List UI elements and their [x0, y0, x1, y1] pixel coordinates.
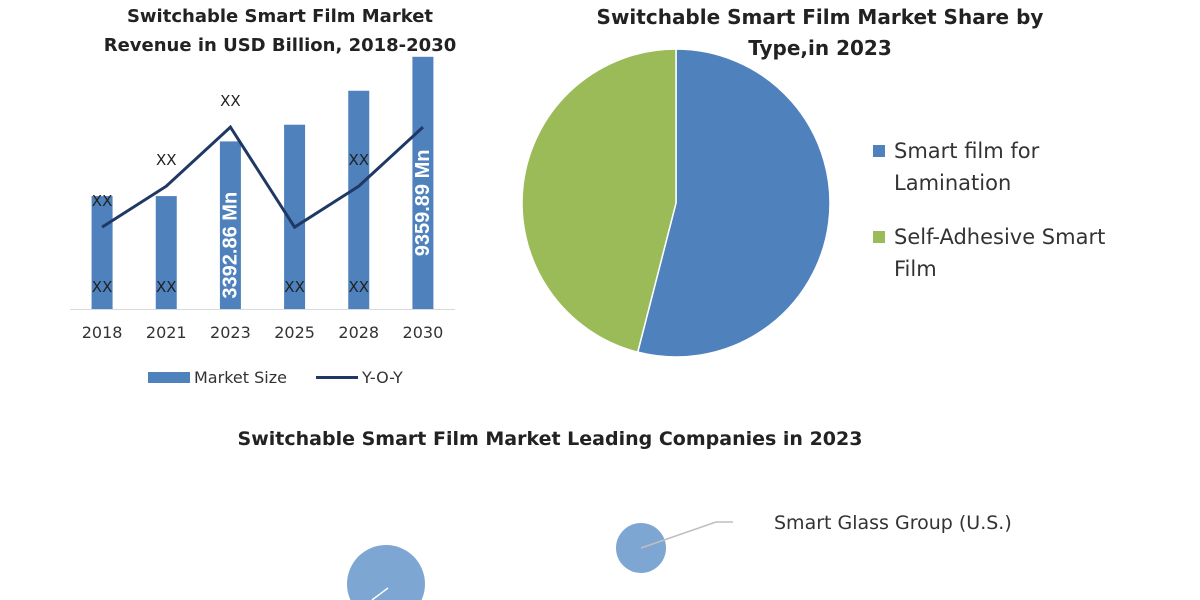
bar-legend-item-market-size: Market Size	[148, 368, 287, 387]
pie-legend-swatch	[873, 231, 885, 243]
x-tick-label: 2025	[274, 323, 315, 342]
x-tick-label: 2030	[403, 323, 444, 342]
bar	[412, 56, 434, 309]
line-legend-swatch	[316, 376, 358, 379]
line-data-label: XX	[156, 151, 177, 169]
company-label: Smart Glass Group (U.S.)	[774, 512, 1012, 534]
pie-slice	[521, 48, 677, 354]
x-tick-label: 2018	[82, 323, 123, 342]
bar-data-label: XX	[156, 278, 177, 296]
bubble-leader-line	[371, 587, 389, 600]
bar	[219, 141, 241, 309]
right-chart-title: Switchable Smart Film Market Share by Ty…	[596, 5, 1044, 60]
bar	[284, 124, 306, 309]
pie-legend-label: Smart film for Lamination	[894, 139, 1040, 195]
company-bubble	[347, 545, 425, 600]
bar-legend-item-yoy: Y-O-Y	[316, 368, 403, 387]
pie-slice	[636, 48, 831, 358]
x-tick-label: 2023	[210, 323, 251, 342]
line-data-label: XX	[220, 92, 241, 110]
bar	[348, 90, 370, 309]
x-tick-label: 2028	[338, 323, 379, 342]
bar-legend-swatch	[148, 372, 190, 383]
pie-legend-label: Self-Adhesive Smart Film	[894, 225, 1106, 281]
bar-data-label: XX	[284, 278, 305, 296]
bar-legend-label: Market Size	[194, 368, 287, 387]
bar	[155, 196, 177, 309]
bar-data-label: 9359.89 Mn	[412, 150, 434, 257]
line-legend-label: Y-O-Y	[362, 368, 403, 387]
pie-legend-item-self-adhesive: Self-Adhesive Smart Film	[873, 221, 1124, 285]
pie-legend-item-lamination: Smart film for Lamination	[873, 135, 1104, 199]
bubble-leader-line	[640, 521, 717, 549]
line-data-label: XX	[348, 151, 369, 169]
yoy-line	[101, 124, 424, 230]
x-tick-label: 2021	[146, 323, 187, 342]
bar-data-label: 3392.86 Mn	[219, 192, 241, 299]
left-chart-title: Switchable Smart Film Market Revenue in …	[103, 6, 457, 56]
bar-data-label: XX	[92, 278, 113, 296]
pie-legend-swatch	[873, 145, 885, 157]
bar-data-label: XX	[348, 278, 369, 296]
line-data-label: XX	[92, 192, 113, 210]
bottom-chart-title: Switchable Smart Film Market Leading Com…	[237, 428, 863, 450]
